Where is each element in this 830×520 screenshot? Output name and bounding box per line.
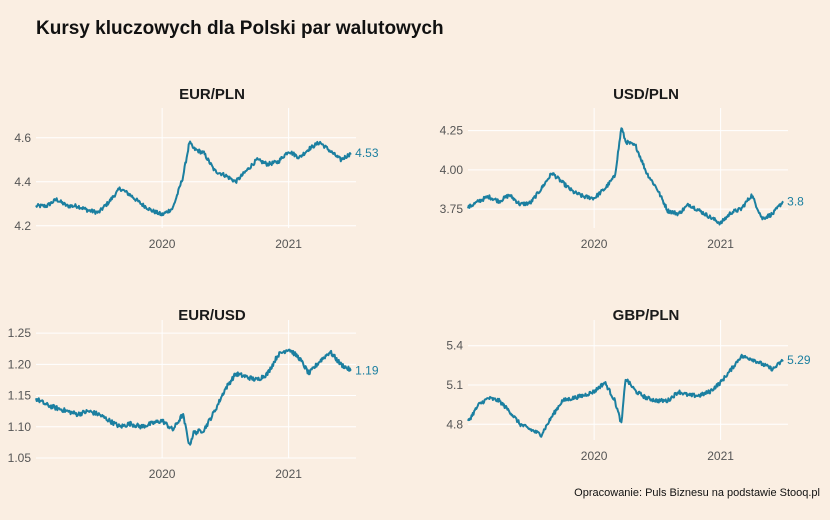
end-value-label: 5.29 [787,353,811,367]
source-caption: Opracowanie: Puls Biznesu na podstawie S… [574,487,820,499]
x-tick-label: 2020 [581,449,608,463]
chart-gbp-pln: 4.8 5.1 5.4 2020 2021 5.29 [0,0,830,520]
x-tick-label: 2021 [707,449,734,463]
y-tick-label: 4.8 [446,417,463,431]
y-tick-label: 5.1 [446,378,463,392]
y-tick-label: 5.4 [446,339,463,353]
